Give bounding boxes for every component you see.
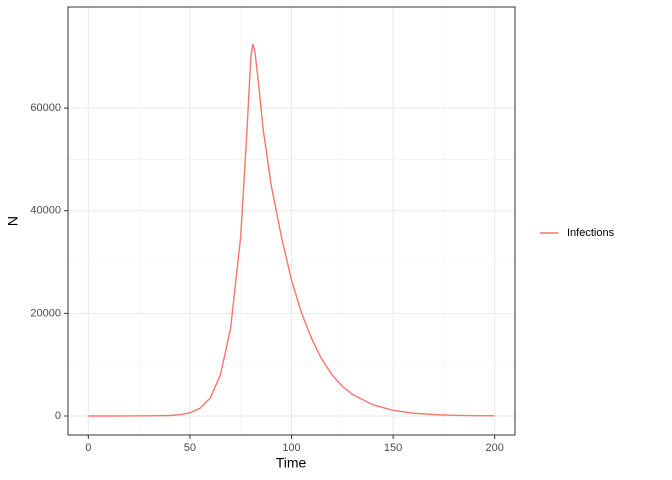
- x-tick-label: 50: [184, 442, 196, 454]
- x-tick-label: 0: [85, 442, 91, 454]
- y-tick-label: 20000: [30, 307, 61, 319]
- x-axis-title: Time: [276, 455, 307, 471]
- y-tick-label: 0: [55, 410, 61, 422]
- y-tick-label: 60000: [30, 102, 61, 114]
- panel-border: [67, 6, 516, 436]
- x-tick-label: 150: [384, 442, 402, 454]
- x-tick-label: 100: [282, 442, 300, 454]
- x-tick-label: 200: [486, 442, 504, 454]
- y-tick-label: 40000: [30, 205, 61, 217]
- legend-label: Infections: [567, 227, 615, 239]
- y-axis-title: N: [5, 216, 21, 226]
- series-line: [88, 43, 495, 417]
